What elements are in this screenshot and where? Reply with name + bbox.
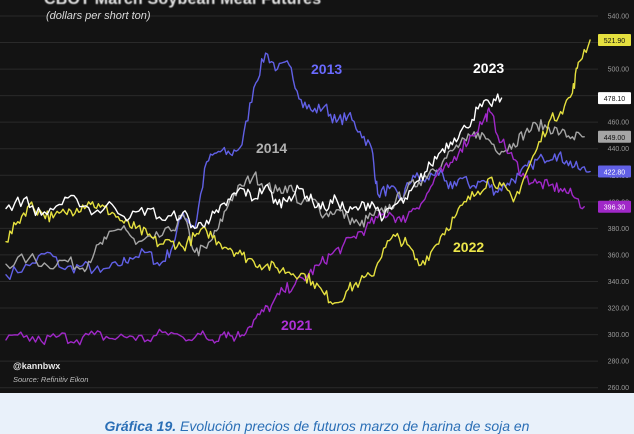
y-tick-440: 440.00: [608, 146, 630, 153]
y-tick-380: 380.00: [608, 226, 630, 233]
chart-svg: 260.00 280.00 300.00 320.00 340.00 360.00 380.…: [0, 13, 631, 392]
series-line-2021: [5, 107, 585, 346]
end-badge-2013: [598, 165, 631, 178]
label-2022: 2022: [453, 239, 485, 255]
y-tick-540: 540.00: [608, 13, 630, 20]
end-badge-2014: [598, 130, 631, 143]
label-2023: 2023: [473, 60, 505, 76]
gridlines: [0, 15, 598, 389]
label-2014: 2014: [256, 140, 288, 156]
end-badge-2022: [598, 33, 631, 46]
y-tick-300: 300.00: [608, 332, 630, 339]
series-line-2013: [5, 52, 591, 280]
end-badge-label-2023: 478.10: [604, 96, 626, 103]
series-line-2023: [5, 93, 503, 230]
y-tick-500: 500.00: [608, 67, 630, 74]
series-lines: [5, 39, 591, 346]
end-value-badges: 422.80 449.00 396.30 521.90 478.10: [598, 33, 631, 213]
caption-text: Evolución precios de futuros marzo de ha…: [180, 418, 530, 434]
y-tick-280: 280.00: [608, 359, 630, 366]
series-line-2022: [5, 39, 591, 305]
figure-caption: Gráfica 19. Evolución precios de futuros…: [0, 418, 634, 434]
end-badge-2021: [598, 200, 631, 213]
label-2021: 2021: [281, 317, 313, 333]
y-tick-460: 460.00: [608, 120, 630, 127]
end-badge-2023: [598, 92, 631, 105]
chart-subtitle: (dollars per short ton): [46, 10, 151, 22]
source-note: Source: Refinitiv Eikon: [13, 375, 89, 384]
series-line-2014: [5, 119, 585, 273]
end-badge-label-2021: 396.30: [604, 205, 626, 212]
watermark: @kannbwx: [13, 361, 61, 371]
y-tick-320: 320.00: [608, 306, 630, 313]
end-badge-label-2022: 521.90: [604, 38, 626, 45]
y-tick-340: 340.00: [608, 279, 630, 286]
end-badge-label-2014: 449.00: [604, 135, 626, 142]
y-tick-360: 360.00: [608, 252, 630, 259]
chart-panel: 260.00 280.00 300.00 320.00 340.00 360.00 380.…: [0, 0, 634, 393]
caption-number: Gráfica 19.: [104, 418, 177, 434]
chart-title: CBOT March Soybean Meal Futures: [44, 0, 321, 9]
y-tick-260: 260.00: [608, 385, 630, 392]
label-2013: 2013: [311, 61, 343, 77]
end-badge-label-2013: 422.80: [604, 170, 626, 177]
